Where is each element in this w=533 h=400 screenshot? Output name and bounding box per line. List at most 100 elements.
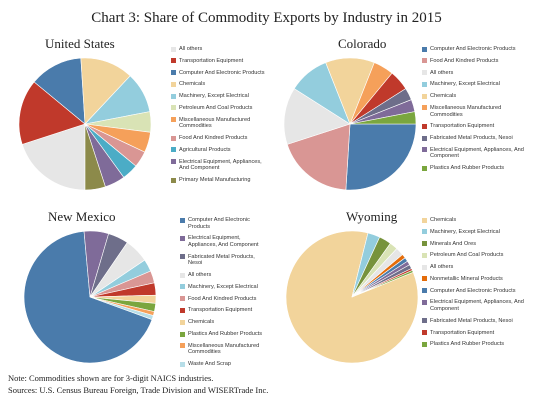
legend-label: Fabricated Metal Products, Nesoi: [430, 135, 513, 142]
legend-swatch: [180, 319, 185, 325]
legend-swatch: [180, 254, 185, 260]
legend-label: Fabricated Metal Products, Nesoi: [430, 317, 513, 324]
legend-label: Petroleum And Coal Products: [179, 104, 253, 111]
legend-item: Machinery, Except Electrical: [171, 93, 266, 100]
legend-swatch: [180, 272, 185, 278]
legend-label: Nonmetallic Mineral Products: [430, 275, 503, 282]
legend-item: Waste And Scrap: [180, 361, 266, 368]
pie-chart-wyoming: [285, 230, 419, 364]
pie-slice-all-others: [283, 88, 351, 145]
legend-swatch: [171, 105, 176, 111]
legend-label: Machinery, Except Electrical: [430, 81, 500, 88]
legend-label: Transportation Equipment: [430, 329, 495, 336]
legend-label: All others: [179, 46, 203, 52]
legend-item: Chemicals: [180, 319, 266, 326]
legend-label: Agricultural Products: [179, 146, 231, 153]
legend-swatch: [171, 58, 176, 64]
legend-item: Electrical Equipment, Appliances, And Co…: [422, 299, 530, 312]
pie-slice-plastics-and-rubber-products: [349, 111, 417, 125]
pie-slice-transportation-equipment: [18, 81, 86, 145]
legend-item: Fabricated Metal Products, Nesoi: [422, 318, 530, 325]
legend-new-mexico: Computer And Electronic Products Electric…: [180, 217, 266, 373]
legend-swatch: [180, 217, 185, 223]
legend-label: Computer And Electronic Products: [430, 46, 516, 52]
legend-swatch: [171, 81, 176, 87]
legend-item: Machinery, Except Electrical: [180, 284, 266, 291]
legend-swatch: [422, 81, 427, 87]
legend-item: Nonmetallic Mineral Products: [422, 276, 530, 283]
legend-item: Food And Kindred Products: [171, 135, 266, 142]
legend-item: All others: [422, 70, 530, 77]
legend-swatch: [422, 105, 427, 111]
legend-swatch: [180, 331, 185, 337]
pie-slice-plastics-and-rubber-products: [351, 269, 414, 298]
legend-item: Plastics And Rubber Products: [422, 165, 530, 172]
legend-swatch: [171, 70, 176, 76]
legend-label: Electrical Equipment, Appliances, And Co…: [188, 235, 259, 248]
legend-label: Fabricated Metal Products, Nesoi: [188, 253, 255, 267]
legend-swatch: [422, 165, 427, 171]
legend-label: Food And Kindred Products: [188, 295, 257, 302]
legend-label: Electrical Equipment, Appliances, And Co…: [430, 299, 524, 313]
pie-title: New Mexico: [48, 209, 116, 224]
legend-item: Computer And Electronic Products: [180, 217, 266, 230]
legend-swatch: [422, 276, 427, 282]
legend-item: Chemicals: [422, 217, 530, 224]
legend-item: Minerals And Ores: [422, 241, 530, 248]
pie-title: United States: [45, 36, 115, 51]
legend-label: Food And Kindred Products: [179, 135, 248, 142]
legend-item: Transportation Equipment: [180, 307, 266, 314]
pie-chart-colorado: [283, 57, 417, 191]
legend-swatch: [171, 117, 176, 123]
pie-panel-united-states: United States All others Transportation E…: [0, 32, 266, 207]
pie-slice-computer-and-electronic-products: [23, 230, 153, 364]
legend-swatch: [422, 229, 427, 235]
legend-colorado: Computer And Electronic Products Food And…: [422, 46, 530, 177]
legend-label: Transportation Equipment: [430, 123, 495, 130]
legend-label: Chemicals: [430, 93, 457, 100]
pie-panel-colorado: Colorado Computer And Electronic Product…: [266, 32, 532, 207]
legend-item: All others: [422, 264, 530, 271]
legend-swatch: [180, 284, 185, 290]
legend-item: Fabricated Metal Products, Nesoi: [180, 254, 266, 267]
legend-item: Electrical Equipment, Appliances, And Co…: [422, 147, 530, 160]
pie-slice-primary-metal-manufacturing: [84, 123, 106, 191]
legend-label: Machinery, Except Electrical: [179, 93, 249, 100]
legend-label: Computer And Electronic Products: [179, 69, 265, 76]
legend-swatch: [171, 147, 176, 153]
legend-item: Machinery, Except Electrical: [422, 81, 530, 88]
legend-label: Plastics And Rubber Products: [430, 165, 504, 172]
legend-label: Electrical Equipment, Appliances, And Co…: [430, 146, 524, 160]
legend-label: Transportation Equipment: [179, 57, 244, 64]
legend-swatch: [180, 343, 185, 349]
pie-slice-computer-and-electronic-products: [345, 123, 417, 191]
legend-item: Food And Kindred Products: [422, 58, 530, 65]
legend-swatch: [171, 46, 176, 52]
legend-item: All others: [180, 272, 266, 279]
legend-item: Plastics And Rubber Products: [180, 331, 266, 338]
legend-swatch: [422, 330, 427, 336]
legend-item: Chemicals: [171, 81, 266, 88]
legend-item: Petroleum And Coal Products: [171, 105, 266, 112]
legend-swatch: [171, 177, 176, 183]
legend-swatch: [422, 241, 427, 247]
legend-label: All others: [430, 264, 454, 271]
legend-label: All others: [188, 272, 212, 279]
legend-label: Waste And Scrap: [188, 361, 232, 368]
legend-item: Plastics And Rubber Products: [422, 341, 530, 348]
legend-label: Computer And Electronic Products: [430, 287, 516, 294]
legend-swatch: [171, 135, 176, 141]
legend-label: Primary Metal Manufacturing: [179, 177, 251, 183]
legend-swatch: [422, 93, 427, 99]
legend-item: Computer And Electronic Products: [171, 70, 266, 77]
legend-label: Food And Kindred Products: [430, 57, 499, 64]
pie-slice-waste-and-scrap: [89, 296, 154, 320]
legend-item: Miscellaneous Manufactured Commodities: [422, 105, 530, 118]
source-text: Sources: U.S. Census Bureau Foreign, Tra…: [8, 385, 269, 395]
legend-swatch: [422, 252, 427, 258]
legend-item: Transportation Equipment: [422, 123, 530, 130]
legend-item: Transportation Equipment: [171, 58, 266, 65]
legend-label: Miscellaneous Manufactured Commodities: [430, 104, 502, 118]
legend-item: Miscellaneous Manufactured Commodities: [180, 343, 266, 356]
legend-swatch: [422, 341, 427, 347]
